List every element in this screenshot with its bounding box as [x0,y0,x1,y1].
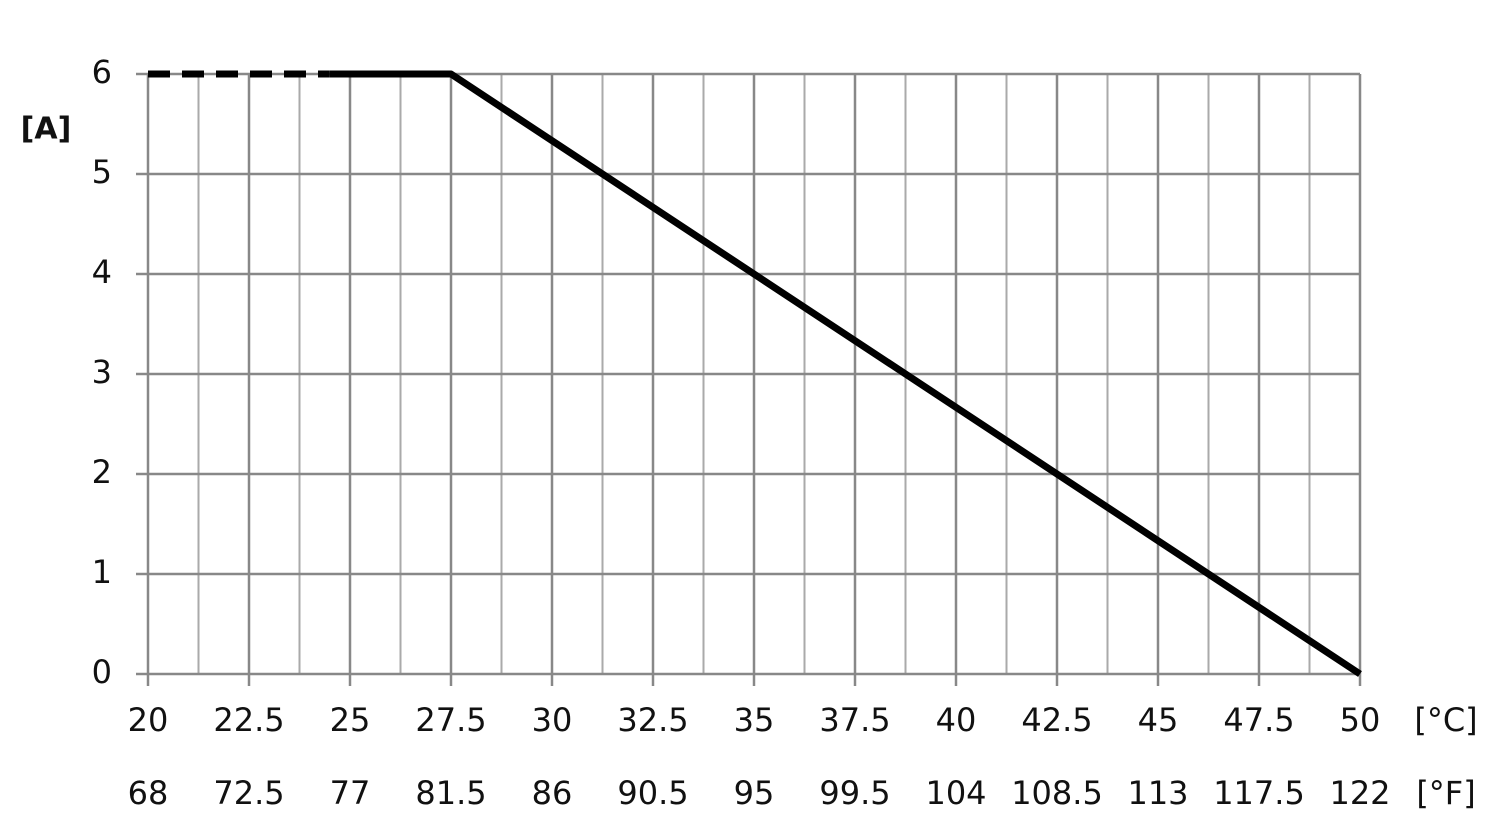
y-tick-label: 3 [92,353,112,391]
x-tick-label: 32.5 [617,701,688,739]
x-tick-label: 37.5 [819,701,890,739]
y-tick-label: 1 [92,553,112,591]
y-tick-label: 4 [92,253,112,291]
x-tick-label: 27.5 [415,701,486,739]
x2-tick-label: 72.5 [213,774,284,812]
x2-tick-label: 81.5 [415,774,486,812]
y-tick-label: 6 [92,53,112,91]
x2-tick-label: 68 [128,774,169,812]
x-tick-label: 50 [1340,701,1381,739]
x2-tick-label: 99.5 [819,774,890,812]
x2-tick-label: 117.5 [1213,774,1305,812]
x2-tick-label: 86 [532,774,573,812]
x-tick-label: 47.5 [1223,701,1294,739]
y-tick-label: 5 [92,153,112,191]
x2-tick-label: 77 [330,774,371,812]
x2-axis-label: [°F] [1416,774,1475,812]
x2-tick-label: 95 [734,774,775,812]
x2-tick-label: 113 [1127,774,1188,812]
x2-tick-label: 90.5 [617,774,688,812]
y-tick-label: 0 [92,653,112,691]
x-tick-label: 40 [936,701,977,739]
x-tick-label: 35 [734,701,775,739]
y-tick-label: 2 [92,453,112,491]
x2-tick-label: 122 [1329,774,1390,812]
x2-tick-label: 104 [925,774,986,812]
y-axis-label: [A] [21,112,72,147]
data-line [329,70,1362,677]
x-tick-label: 45 [1138,701,1179,739]
x-tick-label: 20 [128,701,169,739]
x2-tick-label: 108.5 [1011,774,1103,812]
x-tick-label: 22.5 [213,701,284,739]
x-tick-label: 25 [330,701,371,739]
x-axis-label: [°C] [1414,701,1477,739]
x-tick-label: 30 [532,701,573,739]
x-tick-label: 42.5 [1021,701,1092,739]
